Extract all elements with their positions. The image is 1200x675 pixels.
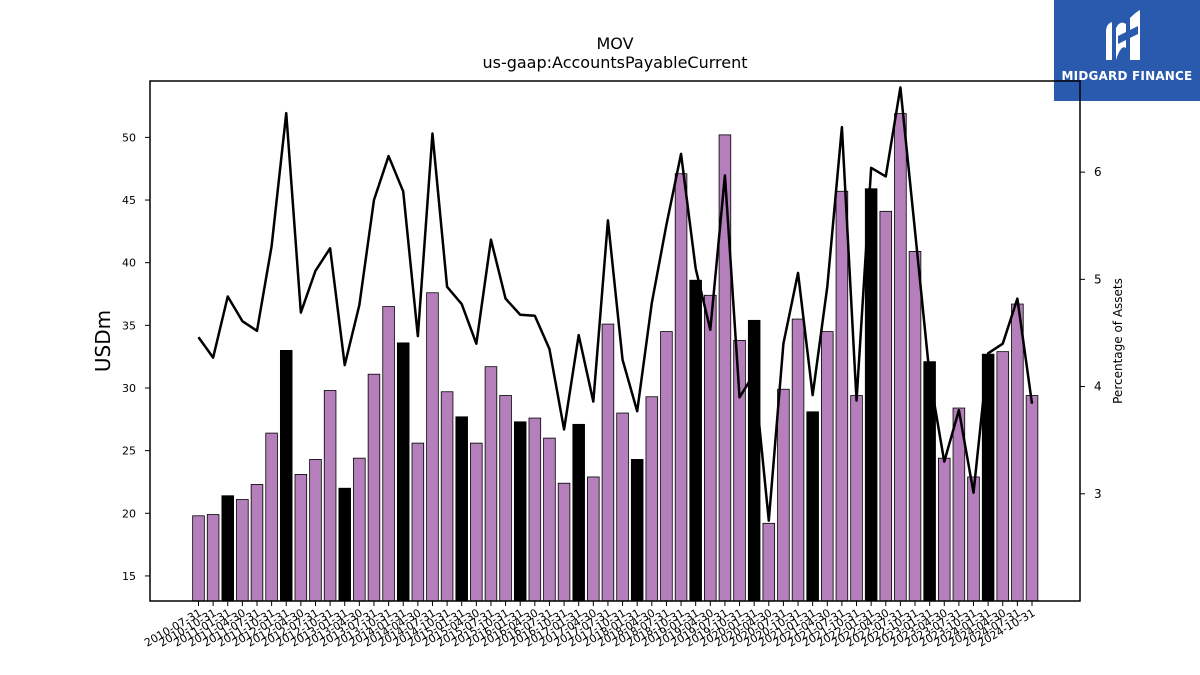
percent-of-assets-line <box>197 86 1034 522</box>
bar <box>850 395 863 602</box>
bar <box>1025 395 1039 602</box>
bar <box>777 388 790 602</box>
bar <box>543 437 556 602</box>
y-tick-label: 50 <box>122 131 136 144</box>
bar <box>279 349 293 602</box>
bar <box>879 210 893 602</box>
bar <box>396 342 410 602</box>
bar <box>645 396 659 602</box>
bar <box>908 251 922 602</box>
bar <box>323 390 337 602</box>
bar <box>967 476 980 602</box>
axes-group: 152025303540455034562010-07-312010-10-31… <box>122 80 1102 650</box>
bar <box>747 319 761 602</box>
bar <box>484 366 498 602</box>
bar <box>762 522 776 602</box>
bar <box>674 173 688 602</box>
chart-title: MOV <box>596 34 633 53</box>
bar <box>689 279 702 602</box>
y2-tick-label: 3 <box>1094 487 1102 501</box>
bar <box>630 459 644 602</box>
y-axis-label: USDm <box>91 310 115 372</box>
y-tick-label: 45 <box>122 194 136 207</box>
bar <box>353 457 366 602</box>
chart-subtitle: us-gaap:AccountsPayableCurrent <box>482 53 747 72</box>
bar <box>1011 303 1024 602</box>
y-tick-label: 20 <box>122 507 136 520</box>
bar <box>206 514 220 602</box>
bar <box>192 515 205 602</box>
bar <box>455 416 468 602</box>
line-group <box>197 86 1034 522</box>
bar <box>426 292 439 602</box>
y2-tick-label: 6 <box>1094 165 1102 179</box>
bar <box>938 457 951 602</box>
bar <box>440 391 454 602</box>
bar <box>411 442 425 602</box>
bars-group <box>192 113 1039 602</box>
bar <box>528 417 542 602</box>
bar <box>338 487 351 602</box>
bar <box>821 331 834 602</box>
bar <box>572 423 585 602</box>
brand-name: MIDGARD FINANCE <box>1061 69 1193 83</box>
bar <box>470 442 483 602</box>
bar <box>265 432 278 602</box>
bar <box>250 484 264 602</box>
bar <box>601 323 615 602</box>
bar <box>894 113 907 602</box>
bar <box>660 331 673 602</box>
y-tick-label: 25 <box>122 445 136 458</box>
bar <box>294 474 308 602</box>
y-tick-label: 30 <box>122 382 136 395</box>
bar <box>616 412 629 602</box>
bar <box>835 190 849 602</box>
bar <box>236 499 249 602</box>
bar <box>367 373 381 602</box>
bar <box>309 459 322 602</box>
brand-logo: MIDGARD FINANCE <box>1054 0 1200 101</box>
bar <box>806 411 819 602</box>
y2-tick-label: 4 <box>1094 380 1102 394</box>
bar <box>513 421 527 602</box>
bar <box>791 318 805 602</box>
midgard-m-logo-icon <box>1106 10 1140 61</box>
y2-tick-label: 5 <box>1094 272 1102 286</box>
bar <box>718 134 732 602</box>
y-tick-label: 15 <box>122 570 136 583</box>
y-tick-label: 40 <box>122 257 136 270</box>
bar <box>382 306 395 602</box>
bar <box>499 395 512 602</box>
bar <box>557 482 571 602</box>
bar <box>587 476 600 602</box>
bar <box>996 351 1010 602</box>
plot-frame <box>149 80 1081 602</box>
bar <box>221 495 234 602</box>
y2-axis-label: Percentage of Assets <box>1111 278 1125 404</box>
bar <box>704 294 717 602</box>
y-tick-label: 35 <box>122 319 136 332</box>
